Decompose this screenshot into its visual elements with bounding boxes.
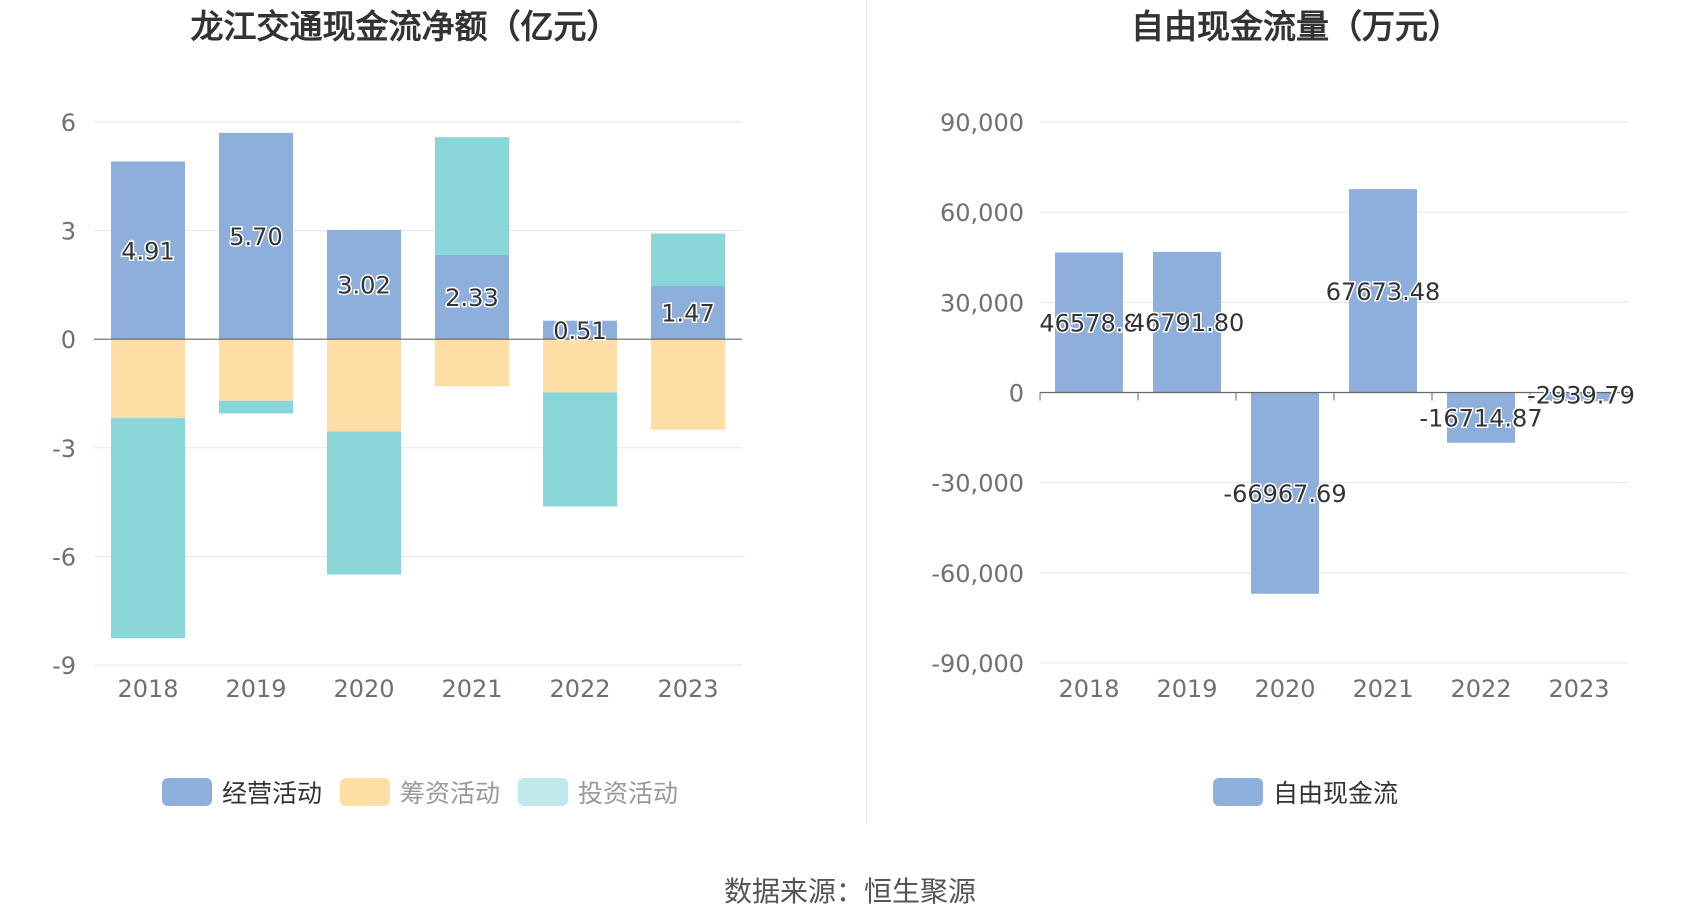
chart1-x-tick-label: 2021 — [441, 675, 502, 703]
chart2-bar — [1153, 251, 1221, 393]
chart1-data-label: 2.33 — [445, 284, 498, 312]
chart1-bar-operating — [435, 254, 509, 340]
chart1-legend-label: 经营活动 — [222, 779, 322, 808]
chart1-bar-financing — [219, 339, 293, 401]
chart2-y-tick-label: 60,000 — [940, 199, 1024, 227]
chart2-bar — [1251, 392, 1319, 594]
chart2-data-label: -16714.87 — [1419, 405, 1542, 433]
chart1-bar-operating — [543, 320, 617, 340]
chart1-bar-financing — [651, 339, 725, 430]
chart1-bar-operating — [327, 229, 401, 340]
chart2-bar — [1055, 252, 1123, 393]
chart1-bar-operating — [219, 132, 293, 340]
chart1-legend-label: 投资活动 — [578, 779, 678, 808]
chart2-x-tick-label: 2023 — [1548, 675, 1609, 703]
chart2-x-tick-label: 2021 — [1352, 675, 1413, 703]
chart1-y-tick-label: 6 — [61, 109, 76, 137]
chart1-data-label: 0.51 — [553, 317, 606, 345]
chart2-x-tick-label: 2018 — [1058, 675, 1119, 703]
chart2-x-tick-label: 2020 — [1254, 675, 1315, 703]
chart1-data-label: 4.91 — [121, 237, 174, 265]
chart2-y-tick-label: 0 — [1009, 380, 1024, 408]
source-note: 数据来源：恒生聚源 — [723, 875, 976, 908]
chart1-title: 龙江交通现金流净额（亿元） — [191, 7, 620, 46]
chart1-data-label: 5.70 — [229, 223, 282, 251]
chart2-legend-label: 自由现金流 — [1273, 779, 1398, 808]
chart1-data-label: 1.47 — [661, 300, 714, 328]
chart1-y-tick-label: -6 — [52, 543, 76, 571]
chart1-data-label: 3.02 — [337, 272, 390, 300]
chart1-bar-financing — [543, 339, 617, 393]
chart2-x-tick-label: 2022 — [1450, 675, 1511, 703]
chart1-x-tick-label: 2022 — [549, 675, 610, 703]
chart1-bar-financing — [111, 339, 185, 419]
chart2-data-label: 67673.48 — [1326, 278, 1441, 306]
chart2-y-tick-label: 30,000 — [940, 289, 1024, 317]
chart1-bar-operating — [111, 161, 185, 340]
chart2-legend-swatch — [1213, 778, 1263, 806]
chart2-y-tick-label: 90,000 — [940, 109, 1024, 137]
chart1-bar-financing — [327, 339, 401, 432]
chart1-legend-swatch-investing — [518, 778, 568, 806]
chart1-y-tick-label: 0 — [61, 326, 76, 354]
chart2-y-tick-label: -60,000 — [931, 560, 1024, 588]
chart2-bar — [1349, 189, 1417, 393]
chart2-data-label: -66967.69 — [1223, 480, 1346, 508]
chart1-bar-financing — [435, 339, 509, 387]
chart1-bar-operating — [651, 285, 725, 340]
chart1-bar-investing — [327, 431, 401, 575]
chart1-x-tick-label: 2023 — [657, 675, 718, 703]
chart2-y-tick-label: -30,000 — [931, 470, 1024, 498]
chart1-y-tick-label: 3 — [61, 218, 76, 246]
chart2-data-label: 46578.8 — [1039, 310, 1138, 338]
chart1-x-tick-label: 2020 — [333, 675, 394, 703]
chart1-bar-investing — [543, 392, 617, 507]
chart1-y-tick-label: -9 — [52, 652, 76, 680]
chart1-legend-swatch-financing — [340, 778, 390, 806]
chart2-bar — [1545, 392, 1613, 402]
chart2-data-label: -2939.79 — [1527, 382, 1635, 410]
chart1-x-tick-label: 2018 — [117, 675, 178, 703]
chart1-bar-investing — [111, 418, 185, 639]
chart2-y-tick-label: -90,000 — [931, 650, 1024, 678]
chart2-x-tick-label: 2019 — [1156, 675, 1217, 703]
chart1-x-tick-label: 2019 — [225, 675, 286, 703]
chart2-data-label: 46791.80 — [1130, 309, 1245, 337]
chart2-title: 自由现金流量（万元） — [1131, 7, 1461, 46]
chart1-bar-investing — [651, 233, 725, 286]
chart1-legend-swatch-operating — [162, 778, 212, 806]
chart1-bar-investing — [219, 400, 293, 414]
panel-divider — [866, 0, 867, 824]
chart1-bar-investing — [435, 137, 509, 255]
chart1-legend-label: 筹资活动 — [400, 779, 500, 808]
chart2-bar — [1447, 392, 1515, 443]
chart1-y-tick-label: -3 — [52, 435, 76, 463]
